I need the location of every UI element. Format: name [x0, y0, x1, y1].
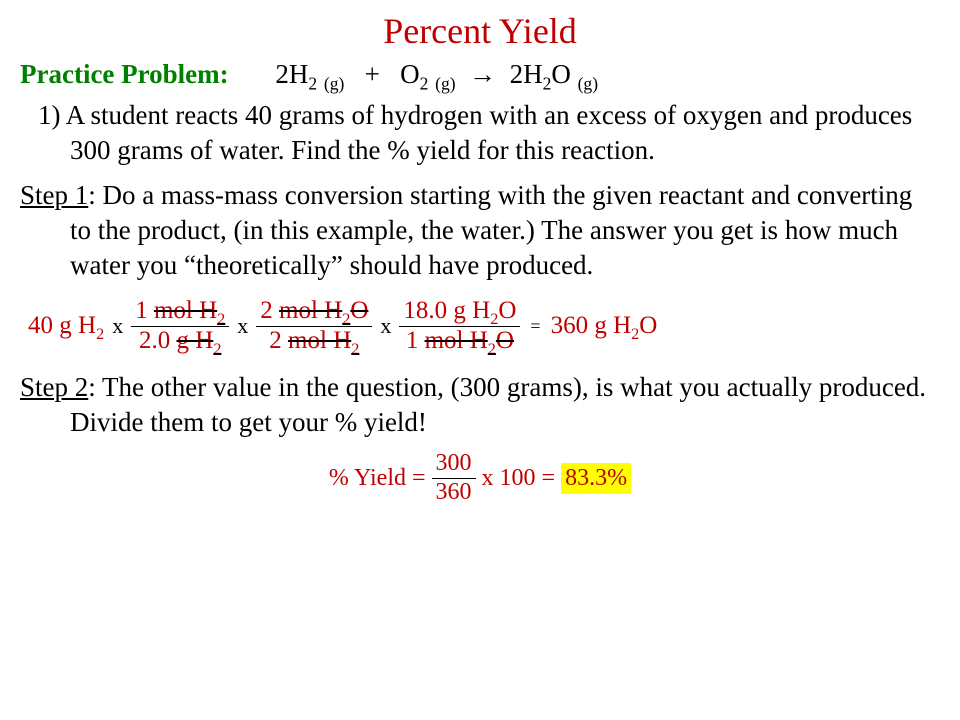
fraction-1: 1 mol H2 2.0 g H2: [131, 297, 229, 356]
yield-fraction: 300 360: [432, 450, 476, 506]
yield-answer: 83.3%: [561, 463, 631, 494]
equals-icon: =: [526, 315, 544, 338]
calc-start: 40 g H2: [28, 310, 104, 343]
step-1-label: Step 1: [20, 180, 88, 210]
fraction-2: 2 mol H2O 2 mol H2: [256, 297, 372, 356]
chemical-equation: 2H2 (g) + O2 (g) → 2H2O (g): [275, 57, 598, 92]
percent-yield-calculation: % Yield = 300 360 x 100 = 83.3%: [20, 450, 940, 506]
times-icon: x: [110, 312, 125, 341]
step-2: Step 2: The other value in the question,…: [20, 370, 940, 440]
step-2-label: Step 2: [20, 372, 88, 402]
yield-mid: x 100 =: [482, 463, 556, 494]
calc-result: 360 g H2O: [551, 310, 658, 343]
times-icon: x: [378, 312, 393, 341]
slide-title: Percent Yield: [20, 8, 940, 55]
mass-mass-calculation: 40 g H2 x 1 mol H2 2.0 g H2 x 2 mol H2O …: [28, 297, 940, 356]
fraction-3: 18.0 g H2O 1 mol H2O: [399, 297, 520, 356]
step-1: Step 1: Do a mass-mass conversion starti…: [20, 178, 940, 283]
practice-problem-line: Practice Problem: 2H2 (g) + O2 (g) → 2H2…: [20, 57, 940, 92]
practice-label: Practice Problem:: [20, 59, 229, 89]
times-icon: x: [235, 312, 250, 341]
slide: Percent Yield Practice Problem: 2H2 (g) …: [0, 0, 960, 506]
yield-lhs: % Yield =: [329, 463, 426, 494]
question-1: 1) A student reacts 40 grams of hydrogen…: [20, 98, 940, 168]
